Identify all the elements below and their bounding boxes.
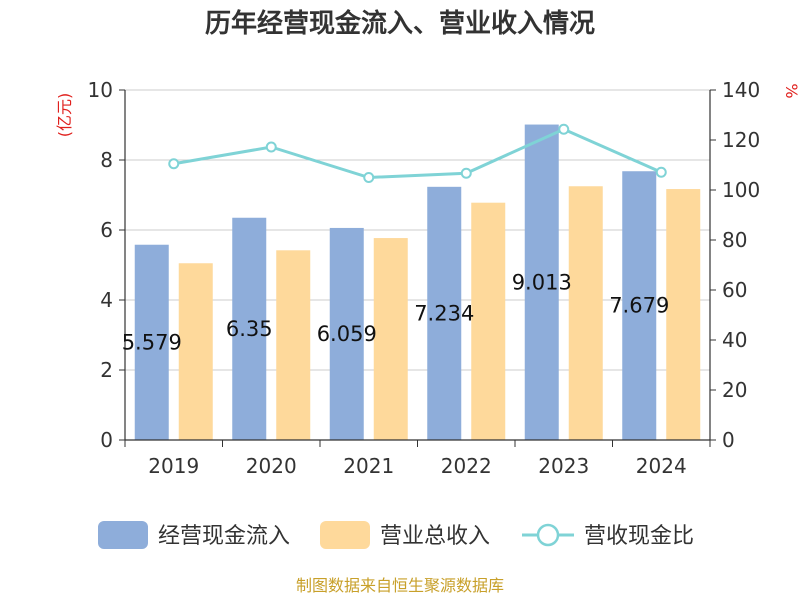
bar-revenue bbox=[276, 250, 311, 440]
bar-revenue bbox=[666, 189, 701, 440]
y-left-axis-label: (亿元) bbox=[55, 93, 74, 138]
data-label: 5.579 bbox=[122, 330, 182, 354]
legend-swatch-revenue bbox=[320, 521, 370, 549]
legend-label-cash-inflow: 经营现金流入 bbox=[158, 524, 290, 549]
data-label: 6.059 bbox=[317, 322, 377, 346]
bar-cash-inflow bbox=[524, 124, 559, 441]
legend-swatch-cash-inflow bbox=[98, 521, 148, 549]
legend-label-ratio: 营收现金比 bbox=[584, 524, 694, 549]
ratio-point bbox=[558, 123, 570, 135]
data-label: 9.013 bbox=[512, 270, 572, 294]
bar-revenue bbox=[373, 238, 408, 440]
y-right-axis-label: % bbox=[782, 83, 800, 98]
data-label: 7.234 bbox=[414, 301, 474, 325]
x-tick-label: 2020 bbox=[246, 454, 297, 478]
source-note: 制图数据来自恒生聚源数据库 bbox=[296, 576, 504, 595]
y-right-tick-label: 100 bbox=[722, 178, 760, 202]
y-right-tick-label: 120 bbox=[722, 128, 760, 152]
x-tick-label: 2023 bbox=[538, 454, 589, 478]
x-tick-label: 2021 bbox=[343, 454, 394, 478]
y-right-tick-label: 40 bbox=[722, 328, 747, 352]
y-right-tick-label: 20 bbox=[722, 378, 747, 402]
ratio-line-path bbox=[173, 127, 662, 180]
data-labels: 5.579 6.35 6.059 7.234 9.013 7.679 bbox=[122, 270, 670, 354]
y-left-tick-label: 8 bbox=[100, 148, 113, 172]
bars bbox=[134, 124, 701, 441]
legend: 经营现金流入 营业总收入 营收现金比 bbox=[98, 521, 694, 549]
data-label: 6.35 bbox=[226, 317, 273, 341]
ratio-line bbox=[168, 123, 667, 183]
y-right-tick-label: 0 bbox=[722, 428, 735, 452]
x-tick-label: 2022 bbox=[441, 454, 492, 478]
legend-marker-ratio bbox=[536, 523, 560, 547]
y-right-tick-label: 80 bbox=[722, 228, 747, 252]
ratio-point bbox=[460, 167, 472, 179]
bar-cash-inflow bbox=[427, 186, 462, 440]
legend-label-revenue: 营业总收入 bbox=[380, 524, 490, 549]
ratio-point bbox=[655, 166, 667, 178]
y-right-tick-label: 140 bbox=[722, 78, 760, 102]
x-tick-label: 2019 bbox=[148, 454, 199, 478]
bar-cash-inflow bbox=[134, 244, 169, 440]
y-left-tick-label: 4 bbox=[100, 288, 113, 312]
y-left-tick-label: 10 bbox=[88, 78, 113, 102]
ratio-point bbox=[265, 141, 277, 153]
x-tick-label: 2024 bbox=[636, 454, 687, 478]
y-left-tick-label: 6 bbox=[100, 218, 113, 242]
y-right-tick-label: 60 bbox=[722, 278, 747, 302]
bar-revenue bbox=[471, 202, 506, 440]
bar-revenue bbox=[568, 186, 603, 440]
bar-revenue bbox=[178, 263, 213, 440]
y-left-tick-label: 0 bbox=[100, 428, 113, 452]
bar-cash-inflow bbox=[622, 171, 657, 441]
chart-title: 历年经营现金流入、营业收入情况 bbox=[205, 8, 595, 39]
bar-cash-inflow bbox=[232, 217, 267, 440]
y-left-tick-label: 2 bbox=[100, 358, 113, 382]
ratio-point bbox=[363, 172, 375, 183]
ratio-point bbox=[168, 158, 180, 170]
data-label: 7.679 bbox=[609, 294, 669, 318]
bar-cash-inflow bbox=[329, 227, 364, 440]
